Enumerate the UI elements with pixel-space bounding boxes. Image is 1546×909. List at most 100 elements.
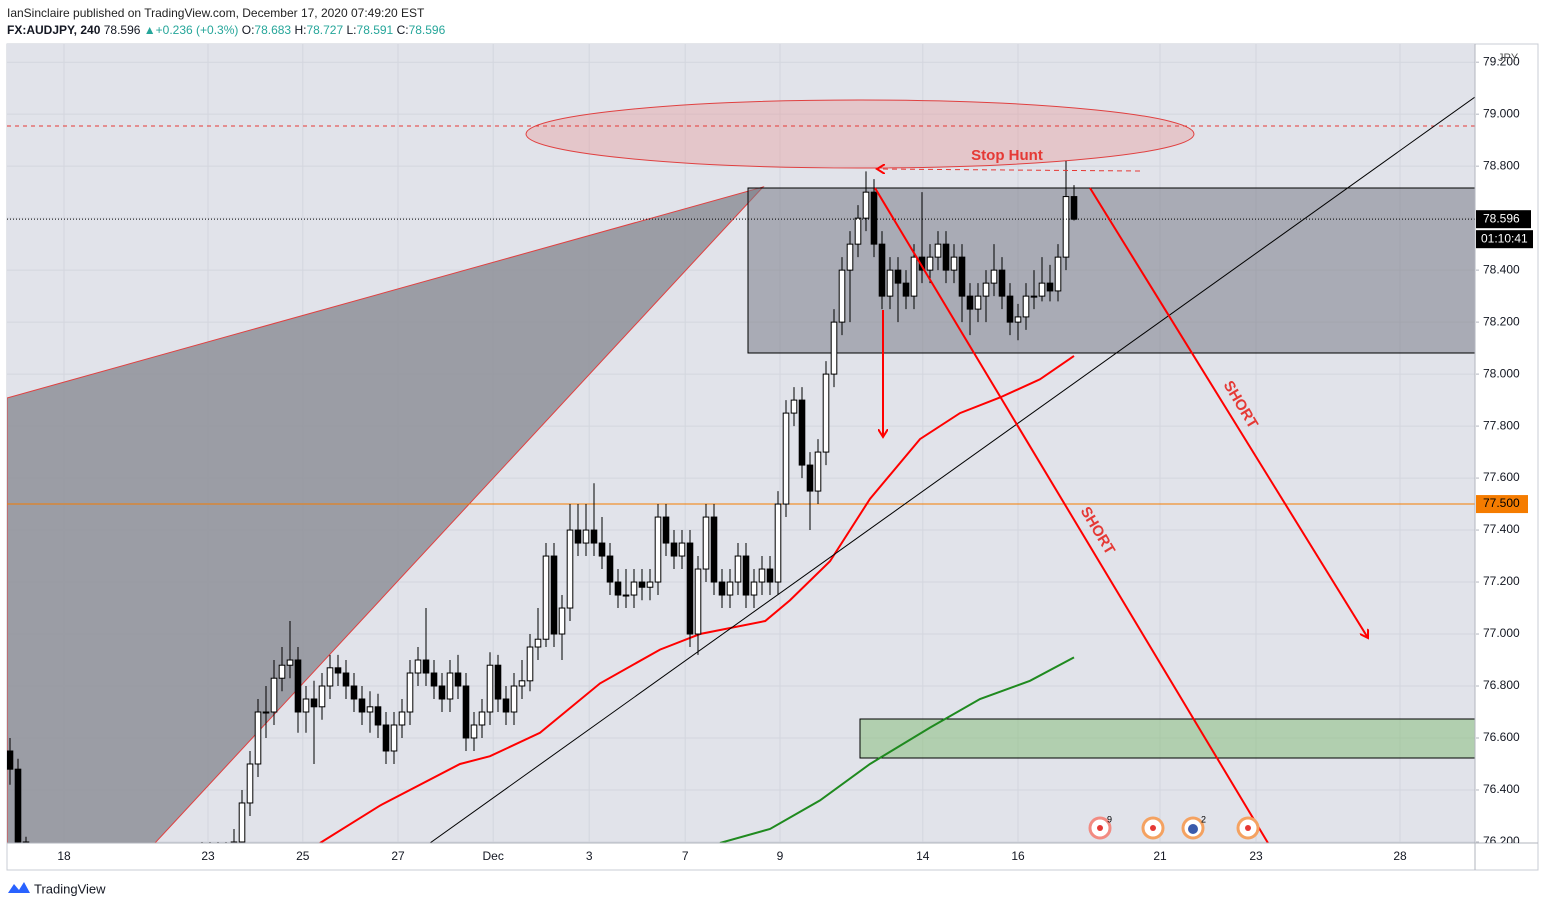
candle-body [230, 841, 238, 843]
candle-body [302, 698, 310, 713]
candle-body [470, 724, 478, 739]
y-tick-label: 76.400 [1483, 782, 1520, 796]
candle-body [270, 677, 278, 713]
range-box [747, 187, 1475, 354]
y-tick-label: 77.200 [1483, 574, 1520, 588]
event-icon: 9 [1088, 814, 1112, 840]
candle-body [622, 594, 630, 597]
candle-body [582, 529, 590, 544]
low-value: 78.591 [356, 23, 394, 37]
time-axis: 18 23 25 27 Dec 3 7 9 14 16 21 23 28 [57, 849, 1407, 863]
y-tick-label: 77.400 [1483, 522, 1520, 536]
candle-body [846, 243, 854, 271]
moving-averages [319, 355, 1075, 843]
candle-body [286, 659, 294, 666]
candle-body [358, 698, 366, 713]
y-tick-label: 78.800 [1483, 158, 1520, 172]
price-axis: 76.200 76.400 76.600 76.800 77.000 77.200 77.4… [1476, 54, 1520, 843]
candle-body [654, 516, 662, 583]
candle-body [390, 724, 398, 752]
candle-body [494, 664, 502, 700]
wedge [7, 186, 765, 843]
candle-body [294, 659, 302, 713]
x-tick-label: Dec [483, 849, 504, 863]
candle-body [478, 711, 486, 726]
candle-body [406, 672, 414, 713]
candle-body [502, 698, 510, 713]
candle-body [414, 659, 422, 674]
candle-body [830, 321, 838, 375]
last-price-label: 78.596 [1483, 211, 1520, 225]
candle-body [774, 503, 782, 583]
brand-name: TradingView [34, 881, 106, 896]
candle-body [526, 646, 534, 682]
candle-body [558, 607, 566, 635]
candle-body [1054, 256, 1062, 292]
x-tick-label: 23 [201, 849, 215, 863]
short-path-1 [874, 187, 1269, 843]
candle-body [398, 711, 406, 726]
event-count: 2 [1201, 814, 1206, 824]
candle-body [326, 667, 334, 687]
drawings-back [7, 99, 1475, 843]
candle-body [950, 256, 958, 271]
x-tick-label: 23 [1249, 849, 1263, 863]
candle-body [998, 269, 1006, 297]
x-tick-label: 3 [586, 849, 593, 863]
candle-body [646, 581, 654, 588]
candle-body [246, 763, 254, 804]
candle-body [942, 243, 950, 271]
candle-body [822, 373, 830, 453]
candle-body [1030, 295, 1038, 298]
candle-body [718, 581, 726, 596]
y-tick-label: 76.600 [1483, 730, 1520, 744]
x-tick-label: 14 [916, 849, 930, 863]
candle-body [686, 542, 694, 635]
candle-body [1046, 282, 1054, 292]
x-tick-label: 18 [57, 849, 71, 863]
candle-body [22, 841, 30, 843]
level-tag [1476, 495, 1528, 514]
candle-body [127, 894, 133, 899]
symbol: FX:AUDJPY, 240 [7, 23, 101, 37]
publisher: IanSinclaire published on TradingView.co… [7, 6, 425, 20]
level-tag-label: 77.500 [1483, 496, 1520, 510]
short-path-2 [1089, 187, 1368, 638]
candle-body [854, 217, 862, 245]
candle-body [966, 295, 974, 310]
event-icon [1141, 816, 1165, 840]
x-tick-label: 7 [682, 849, 689, 863]
candle-body [119, 881, 125, 894]
candle-body [7, 750, 14, 770]
target-box [859, 718, 1475, 759]
candle-body [430, 672, 438, 687]
candle-body [710, 516, 718, 583]
candle-body [518, 680, 526, 687]
candle-body [254, 711, 262, 765]
candle-body [238, 802, 246, 843]
last-price-tag [1476, 210, 1531, 229]
candle-body [782, 412, 790, 505]
candle-body [742, 555, 750, 596]
candle-body [374, 706, 382, 726]
y-tick-label: 77.000 [1483, 626, 1520, 640]
event-count: 9 [1107, 814, 1112, 824]
candle-body [566, 529, 574, 609]
candle-body [790, 399, 798, 414]
candle-body [910, 256, 918, 297]
candle-body [982, 282, 990, 297]
candle-body [366, 706, 374, 713]
candle-body [1038, 282, 1046, 297]
candle-body [590, 529, 598, 544]
candle-body [614, 581, 622, 596]
candle-body [542, 555, 550, 640]
candle-body [606, 555, 614, 583]
open-value: 78.683 [254, 23, 292, 37]
candle-body [14, 768, 22, 843]
candle-body [1006, 295, 1014, 323]
header: IanSinclaire published on TradingView.co… [7, 4, 1537, 40]
candle-body [574, 529, 582, 544]
candle-body [143, 878, 149, 888]
x-tick-label: 16 [1011, 849, 1025, 863]
